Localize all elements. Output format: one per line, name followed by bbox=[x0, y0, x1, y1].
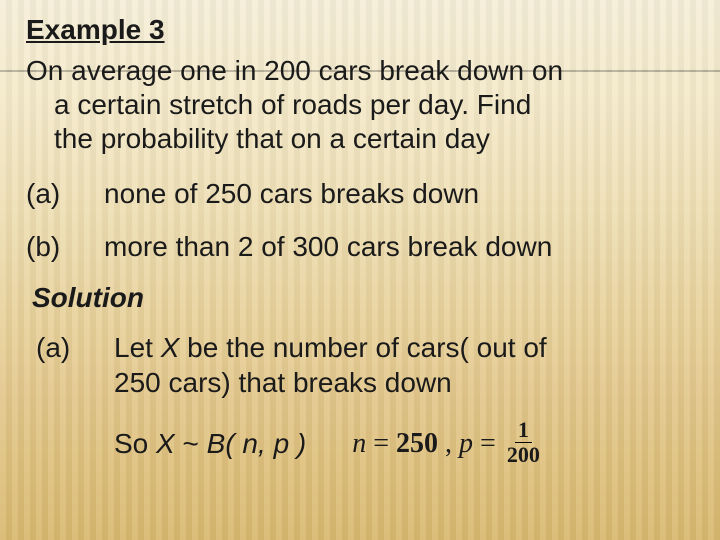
param-n-value: 250 bbox=[396, 428, 438, 459]
param-separator: , bbox=[438, 428, 459, 459]
intro-block: On average one in 200 cars break down on… bbox=[26, 54, 694, 156]
item-b: (b) more than 2 of 300 cars break down bbox=[26, 229, 694, 264]
formula-n: n bbox=[242, 428, 258, 459]
fraction-numerator: 1 bbox=[515, 418, 532, 442]
item-a-text: none of 250 cars breaks down bbox=[104, 176, 694, 211]
item-b-label: (b) bbox=[26, 229, 104, 264]
example-heading: Example 3 bbox=[26, 14, 694, 46]
fraction: 1 200 bbox=[504, 418, 543, 465]
formula-comma: , bbox=[258, 428, 274, 459]
param-n-symbol: n bbox=[352, 428, 366, 459]
solution-heading: Solution bbox=[32, 282, 694, 314]
formula-close: ) bbox=[289, 428, 306, 459]
solution-a-line2: 250 cars) that breaks down bbox=[114, 367, 452, 398]
param-n-eq: = bbox=[366, 428, 396, 459]
solution-a-text: Let X be the number of cars( out of 250 … bbox=[114, 330, 694, 400]
formula-tilde: ~ bbox=[175, 428, 207, 459]
param-p-symbol: p bbox=[459, 428, 473, 459]
formula-row: So X ~ B( n, p ) n = 250 , p = 1 200 bbox=[26, 420, 694, 467]
formula-p: p bbox=[274, 428, 290, 459]
solution-a: (a) Let X be the number of cars( out of … bbox=[26, 330, 694, 400]
question-items: (a) none of 250 cars breaks down (b) mor… bbox=[26, 176, 694, 264]
item-a: (a) none of 250 cars breaks down bbox=[26, 176, 694, 211]
intro-line-1: On average one in 200 cars break down on bbox=[26, 54, 694, 88]
intro-line-2: a certain stretch of roads per day. Find bbox=[26, 88, 694, 122]
parameters: n = 250 , p = 1 200 bbox=[352, 420, 543, 467]
item-b-text: more than 2 of 300 cars break down bbox=[104, 229, 694, 264]
formula-x: X bbox=[156, 428, 175, 459]
intro-text: On average one in 200 cars break down on… bbox=[26, 54, 694, 156]
solution-a-line1: Let X be the number of cars( out of bbox=[114, 332, 547, 363]
item-a-label: (a) bbox=[26, 176, 104, 211]
param-p-eq: = bbox=[473, 428, 496, 459]
formula-b-open: B( bbox=[207, 428, 243, 459]
formula-prefix: So bbox=[114, 428, 156, 459]
slide: Example 3 On average one in 200 cars bre… bbox=[0, 0, 720, 468]
distribution-formula: So X ~ B( n, p ) bbox=[114, 428, 306, 460]
fraction-denominator: 200 bbox=[504, 443, 543, 466]
intro-line-3: the probability that on a certain day bbox=[26, 122, 694, 156]
solution-a-label: (a) bbox=[36, 330, 114, 400]
